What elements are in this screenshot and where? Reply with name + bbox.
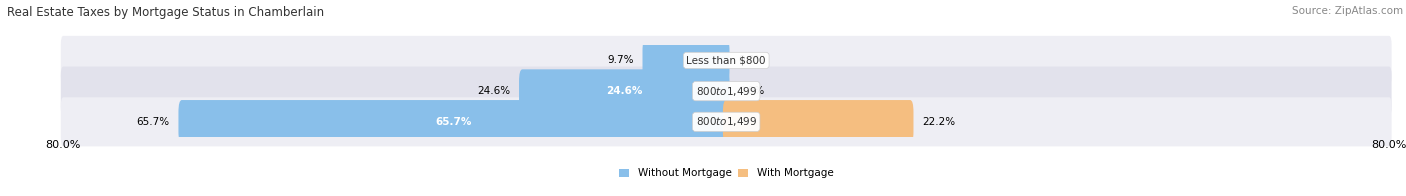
FancyBboxPatch shape bbox=[60, 97, 1392, 146]
Text: Less than $800: Less than $800 bbox=[686, 55, 766, 65]
FancyBboxPatch shape bbox=[519, 69, 730, 113]
FancyBboxPatch shape bbox=[723, 100, 914, 144]
FancyBboxPatch shape bbox=[60, 36, 1392, 85]
Text: 24.6%: 24.6% bbox=[477, 86, 510, 96]
FancyBboxPatch shape bbox=[179, 100, 730, 144]
FancyBboxPatch shape bbox=[643, 39, 730, 82]
Text: $800 to $1,499: $800 to $1,499 bbox=[696, 85, 756, 98]
Text: 65.7%: 65.7% bbox=[436, 117, 472, 127]
FancyBboxPatch shape bbox=[60, 67, 1392, 116]
Text: 24.6%: 24.6% bbox=[606, 86, 643, 96]
Text: 65.7%: 65.7% bbox=[136, 117, 169, 127]
Text: 9.7%: 9.7% bbox=[607, 55, 633, 65]
Text: Source: ZipAtlas.com: Source: ZipAtlas.com bbox=[1292, 6, 1403, 16]
Legend: Without Mortgage, With Mortgage: Without Mortgage, With Mortgage bbox=[614, 164, 838, 183]
Text: $800 to $1,499: $800 to $1,499 bbox=[696, 115, 756, 128]
Text: 0.0%: 0.0% bbox=[738, 55, 765, 65]
Text: 22.2%: 22.2% bbox=[922, 117, 956, 127]
Text: 0.0%: 0.0% bbox=[738, 86, 765, 96]
Text: Real Estate Taxes by Mortgage Status in Chamberlain: Real Estate Taxes by Mortgage Status in … bbox=[7, 6, 325, 19]
